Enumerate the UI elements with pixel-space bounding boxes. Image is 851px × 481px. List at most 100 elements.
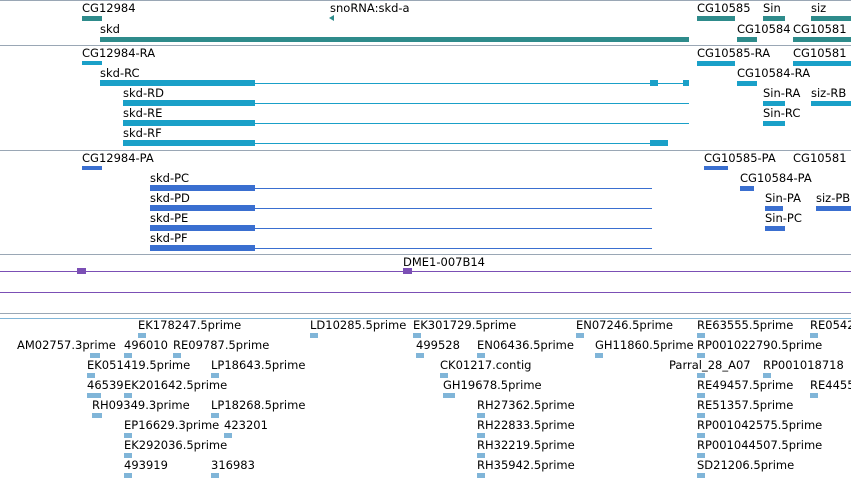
transcript-feature[interactable]: [82, 61, 102, 65]
est-feature[interactable]: [576, 333, 584, 338]
transcript-label[interactable]: CG10581: [793, 46, 847, 60]
est-label[interactable]: EK178247.5prime: [138, 318, 242, 332]
est-feature[interactable]: [413, 333, 421, 338]
transcript-label[interactable]: skd-RE: [123, 106, 163, 120]
est-label[interactable]: RP001044507.5prime: [697, 438, 823, 452]
est-feature[interactable]: [810, 333, 818, 338]
gene-label[interactable]: CG10585: [697, 1, 751, 15]
est-feature[interactable]: [92, 413, 102, 418]
protein-label[interactable]: CG12984-PA: [82, 151, 154, 165]
est-feature[interactable]: [87, 393, 101, 398]
transcript-exon[interactable]: [123, 120, 255, 126]
est-label[interactable]: EK051419.5prime: [87, 358, 191, 372]
transcript-label[interactable]: Sin-RC: [763, 106, 801, 120]
est-feature[interactable]: [138, 333, 146, 338]
protein-label[interactable]: Sin-PC: [765, 211, 802, 225]
est-label[interactable]: 493919: [124, 458, 168, 472]
protein-label[interactable]: skd-PD: [150, 191, 190, 205]
clone-feature-line[interactable]: [0, 271, 851, 272]
est-feature[interactable]: [810, 393, 818, 398]
gene-feature-skd[interactable]: [100, 37, 689, 42]
est-label[interactable]: RE4455: [810, 378, 851, 392]
protein-label[interactable]: Sin-PA: [765, 191, 801, 205]
est-label[interactable]: EK292036.5prime: [124, 438, 228, 452]
gene-label[interactable]: Sin: [763, 1, 781, 15]
transcript-label[interactable]: skd-RF: [123, 126, 162, 140]
est-label[interactable]: 496010: [124, 338, 168, 352]
est-label[interactable]: RP001018718: [763, 358, 844, 372]
transcript-feature[interactable]: [697, 61, 735, 66]
est-feature[interactable]: [211, 413, 219, 418]
transcript-exon[interactable]: [683, 80, 689, 86]
snorna-feature[interactable]: [329, 15, 334, 21]
transcript-label[interactable]: Sin-RA: [763, 86, 801, 100]
est-label[interactable]: LD10285.5prime: [310, 318, 407, 332]
protein-feature[interactable]: [765, 206, 783, 211]
est-feature[interactable]: [697, 473, 705, 478]
est-label[interactable]: 499528: [416, 338, 460, 352]
est-label[interactable]: RH32219.5prime: [477, 438, 575, 452]
gene-feature[interactable]: [793, 37, 851, 42]
transcript-label[interactable]: siz-RB: [811, 86, 847, 100]
transcript-exon[interactable]: [123, 140, 255, 146]
gene-label[interactable]: siz: [811, 1, 827, 15]
est-label[interactable]: 46539: [87, 378, 124, 392]
protein-exon[interactable]: [150, 185, 255, 191]
gene-label[interactable]: skd: [100, 22, 120, 36]
gene-feature[interactable]: [82, 16, 102, 21]
est-feature[interactable]: [697, 353, 705, 358]
transcript-label[interactable]: CG10584-RA: [737, 66, 811, 80]
est-feature[interactable]: [697, 453, 705, 458]
est-label[interactable]: RE49457.5prime: [697, 378, 794, 392]
transcript-exon[interactable]: [650, 80, 658, 86]
transcript-feature[interactable]: [763, 101, 785, 106]
est-feature[interactable]: [477, 433, 485, 438]
est-feature[interactable]: [416, 353, 424, 358]
est-feature[interactable]: [443, 393, 455, 398]
transcript-exon[interactable]: [123, 100, 255, 106]
est-feature[interactable]: [440, 373, 448, 378]
est-feature[interactable]: [697, 393, 705, 398]
protein-label[interactable]: siz-PB: [816, 191, 851, 205]
protein-label[interactable]: CG10581: [793, 151, 847, 165]
est-label[interactable]: EN06436.5prime: [477, 338, 574, 352]
est-feature[interactable]: [124, 433, 132, 438]
est-feature[interactable]: [697, 433, 705, 438]
transcript-feature[interactable]: [763, 121, 785, 126]
gene-feature[interactable]: [697, 16, 735, 21]
est-feature[interactable]: [477, 473, 485, 478]
est-feature[interactable]: [124, 453, 132, 458]
gene-label[interactable]: CG10581: [793, 22, 847, 36]
est-label[interactable]: SD21206.5prime: [697, 458, 795, 472]
est-feature[interactable]: [763, 373, 771, 378]
est-label[interactable]: GH11860.5prime: [595, 338, 694, 352]
est-label[interactable]: Parral_28_A07: [669, 358, 751, 372]
est-feature[interactable]: [124, 353, 132, 358]
est-feature[interactable]: [310, 333, 318, 338]
gene-label[interactable]: snoRNA:skd-a: [330, 1, 410, 15]
transcript-label[interactable]: skd-RD: [123, 86, 164, 100]
protein-label[interactable]: CG10584-PA: [740, 171, 812, 185]
protein-exon[interactable]: [150, 225, 255, 231]
transcript-label[interactable]: skd-RC: [100, 66, 140, 80]
est-feature[interactable]: [697, 373, 705, 378]
est-label[interactable]: LP18268.5prime: [211, 398, 306, 412]
est-feature[interactable]: [477, 353, 485, 358]
transcript-exon[interactable]: [100, 80, 255, 86]
transcript-feature[interactable]: [811, 101, 851, 106]
gene-feature[interactable]: [811, 16, 851, 21]
clone-feature-line[interactable]: [0, 292, 851, 293]
protein-exon[interactable]: [150, 245, 255, 251]
est-feature[interactable]: [90, 353, 100, 358]
est-label[interactable]: RH22833.5prime: [477, 418, 575, 432]
clone-label[interactable]: DME1-007B14: [403, 255, 485, 269]
est-label[interactable]: 316983: [211, 458, 255, 472]
protein-exon[interactable]: [150, 205, 255, 211]
protein-label[interactable]: skd-PF: [150, 231, 188, 245]
est-feature[interactable]: [595, 353, 603, 358]
est-label[interactable]: EN07246.5prime: [576, 318, 673, 332]
protein-feature[interactable]: [765, 226, 785, 231]
gene-label[interactable]: CG10584: [737, 22, 791, 36]
est-feature[interactable]: [224, 433, 232, 438]
protein-feature[interactable]: [82, 166, 102, 170]
